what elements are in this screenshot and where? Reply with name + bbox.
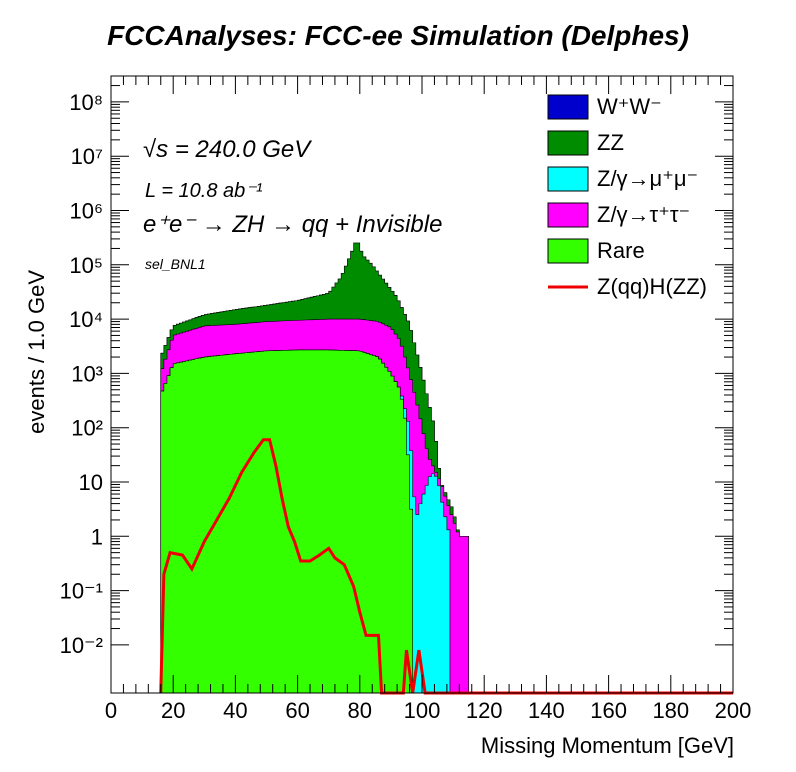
process-annotation: e⁺e⁻ → ZH → qq + Invisible <box>143 211 443 238</box>
y-tick-label: 10³ <box>71 361 103 386</box>
legend-swatch <box>547 238 589 264</box>
legend-label: Rare <box>597 238 645 263</box>
y-tick-label: 10² <box>71 416 103 441</box>
luminosity-annotation: L = 10.8 ab⁻¹ <box>145 180 263 202</box>
y-tick-label: 10⁻¹ <box>60 579 103 604</box>
x-tick-label: 20 <box>161 698 185 723</box>
y-tick-label: 10⁷ <box>71 144 103 169</box>
y-tick-label: 10⁵ <box>69 253 103 278</box>
legend-label: Z/γ→μ⁺μ⁻ <box>597 166 699 191</box>
legend-label: Z/γ→τ⁺τ⁻ <box>597 202 691 227</box>
x-tick-label: 60 <box>285 698 309 723</box>
y-tick-label: 10⁴ <box>69 307 103 332</box>
legend-swatch <box>547 94 589 120</box>
selection-annotation: sel_BNL1 <box>145 256 206 272</box>
x-tick-label: 0 <box>105 698 117 723</box>
x-tick-label: 120 <box>466 698 503 723</box>
legend-swatch <box>547 130 589 156</box>
x-axis-label: Missing Momentum [GeV] <box>480 733 734 758</box>
y-tick-label: 1 <box>91 524 103 549</box>
x-tick-label: 160 <box>590 698 627 723</box>
x-tick-label: 100 <box>404 698 441 723</box>
x-tick-label: 40 <box>223 698 247 723</box>
legend-label: Z(qq)H(ZZ) <box>597 274 707 299</box>
x-tick-label: 140 <box>528 698 565 723</box>
sqrt-s-annotation: √s = 240.0 GeV <box>143 136 311 163</box>
legend-label: W⁺W⁻ <box>597 94 662 119</box>
y-tick-label: 10⁶ <box>69 199 103 224</box>
y-tick-label: 10⁻² <box>60 633 103 658</box>
y-tick-label: 10 <box>79 470 103 495</box>
x-tick-label: 180 <box>652 698 689 723</box>
y-axis-label: events / 1.0 GeV <box>24 270 49 434</box>
x-tick-label: 200 <box>715 698 752 723</box>
chart-title: FCCAnalyses: FCC-ee Simulation (Delphes) <box>107 20 689 51</box>
y-tick-label: 10⁸ <box>69 90 103 115</box>
legend-label: ZZ <box>597 130 624 155</box>
legend-swatch <box>547 166 589 192</box>
x-tick-label: 80 <box>348 698 372 723</box>
legend-swatch <box>547 202 589 228</box>
